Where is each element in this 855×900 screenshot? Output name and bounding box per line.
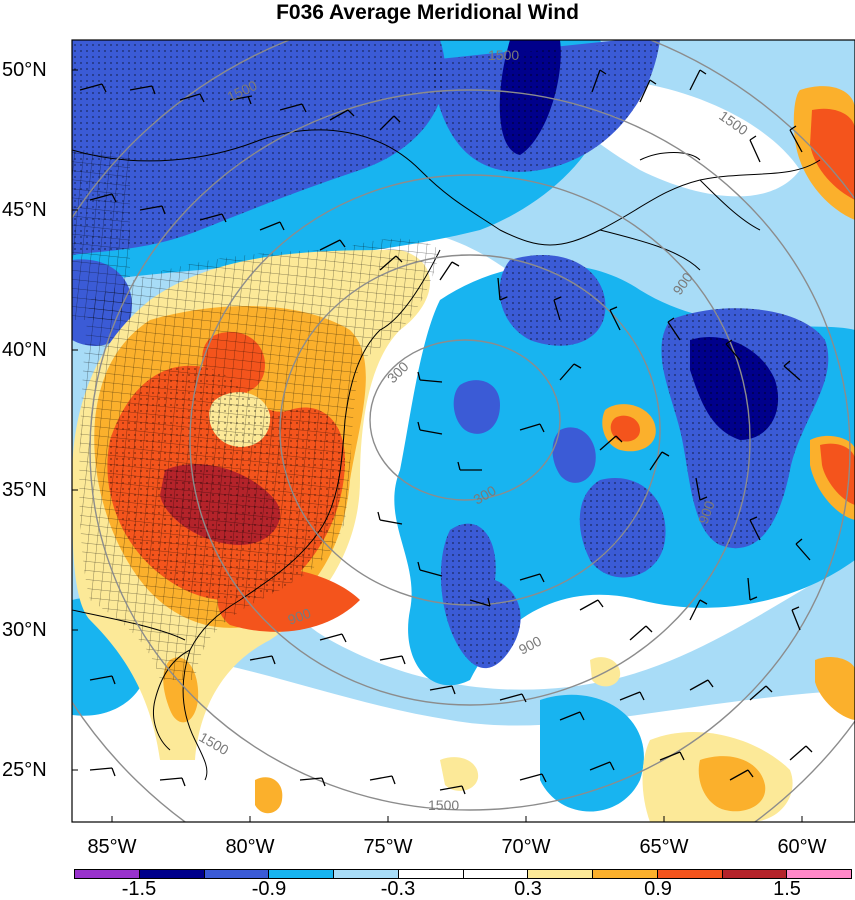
colorbar-segment: [398, 870, 464, 878]
contour-label-group: 1500 1500 1500 900 300 300 900 900 900 1…: [197, 47, 752, 813]
contour-label: 900: [286, 605, 314, 628]
plot-frame: [71, 39, 855, 823]
lat-label: 25°N: [2, 759, 47, 781]
colorbar-segment: [593, 870, 658, 878]
colorbar-segment: [722, 870, 788, 878]
contour-label: 900: [695, 498, 718, 526]
lon-label: 70°W: [501, 836, 551, 858]
contour-label: 1500: [428, 797, 459, 813]
colorbar-tick-label: -0.3: [380, 878, 416, 900]
colorbar-tick-label: -1.5: [121, 878, 157, 900]
lon-label: 65°W: [639, 836, 689, 858]
colorbar-segment: [463, 870, 529, 878]
colorbar-segment: [657, 870, 723, 878]
colorbar-segment: [269, 870, 334, 878]
colorbar-segment: [334, 870, 399, 878]
colorbar-segment: [204, 870, 270, 878]
lat-label: 45°N: [2, 199, 47, 221]
colorbar-segment: [787, 870, 851, 878]
positive-wind-pockets: [255, 86, 855, 822]
lon-label: 80°W: [225, 836, 275, 858]
colorbar-tick-label: 1.5: [773, 878, 801, 900]
lat-label: 40°N: [2, 339, 47, 361]
lat-label: 30°N: [2, 619, 47, 641]
colorbar-tick-label: 0.9: [644, 878, 672, 900]
lat-label: 50°N: [2, 59, 47, 81]
lat-label: 35°N: [2, 479, 47, 501]
colorbar-tick-label: 0.3: [514, 878, 542, 900]
negative-wind-cores: [72, 40, 829, 669]
colorbar-segment: [75, 870, 140, 878]
us-county-lines: [79, 238, 440, 680]
colorbar: [74, 869, 852, 879]
colorbar-tick-label: -0.9: [251, 878, 287, 900]
height-contours: [72, 40, 855, 822]
lon-label: 85°W: [87, 836, 137, 858]
contour-label: 1500: [488, 47, 519, 63]
lon-label: 60°W: [777, 836, 827, 858]
wind-barbs: [79, 69, 813, 795]
us-county-lines-west: [72, 150, 130, 320]
coastlines: [72, 129, 821, 781]
axis-ticks: [72, 69, 803, 822]
lon-label: 75°W: [363, 836, 413, 858]
map-title: F036 Average Meridional Wind: [276, 1, 579, 24]
colorbar-segment: [139, 870, 205, 878]
colorbar-segment: [528, 870, 593, 878]
